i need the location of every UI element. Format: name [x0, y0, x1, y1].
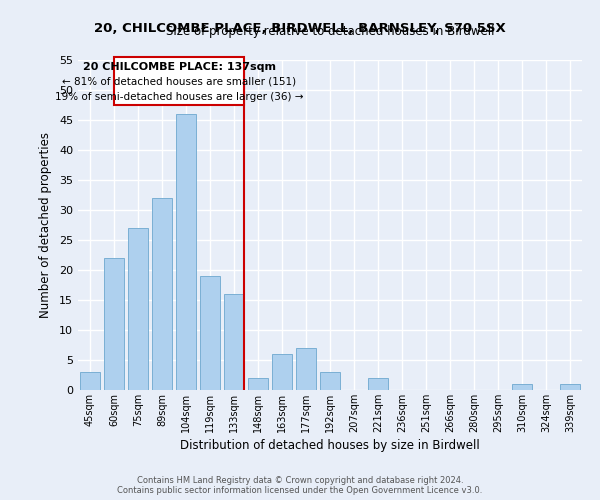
- Bar: [152, 198, 172, 390]
- Bar: [272, 354, 292, 390]
- Text: 20, CHILCOMBE PLACE, BIRDWELL, BARNSLEY, S70 5SX: 20, CHILCOMBE PLACE, BIRDWELL, BARNSLEY,…: [94, 22, 506, 36]
- Bar: [248, 378, 268, 390]
- Title: Size of property relative to detached houses in Birdwell: Size of property relative to detached ho…: [166, 25, 494, 38]
- Bar: [224, 294, 244, 390]
- Text: Contains public sector information licensed under the Open Government Licence v3: Contains public sector information licen…: [118, 486, 482, 495]
- Text: 20 CHILCOMBE PLACE: 137sqm: 20 CHILCOMBE PLACE: 137sqm: [83, 62, 275, 72]
- Bar: [512, 384, 532, 390]
- Bar: [80, 372, 100, 390]
- Y-axis label: Number of detached properties: Number of detached properties: [39, 132, 52, 318]
- Text: Contains HM Land Registry data © Crown copyright and database right 2024.: Contains HM Land Registry data © Crown c…: [137, 476, 463, 485]
- Bar: [176, 114, 196, 390]
- Bar: [128, 228, 148, 390]
- Bar: [200, 276, 220, 390]
- Bar: [296, 348, 316, 390]
- FancyBboxPatch shape: [114, 57, 244, 105]
- Bar: [104, 258, 124, 390]
- Text: ← 81% of detached houses are smaller (151): ← 81% of detached houses are smaller (15…: [62, 76, 296, 86]
- Bar: [320, 372, 340, 390]
- Bar: [560, 384, 580, 390]
- X-axis label: Distribution of detached houses by size in Birdwell: Distribution of detached houses by size …: [180, 439, 480, 452]
- Bar: [368, 378, 388, 390]
- Text: 19% of semi-detached houses are larger (36) →: 19% of semi-detached houses are larger (…: [55, 92, 304, 102]
